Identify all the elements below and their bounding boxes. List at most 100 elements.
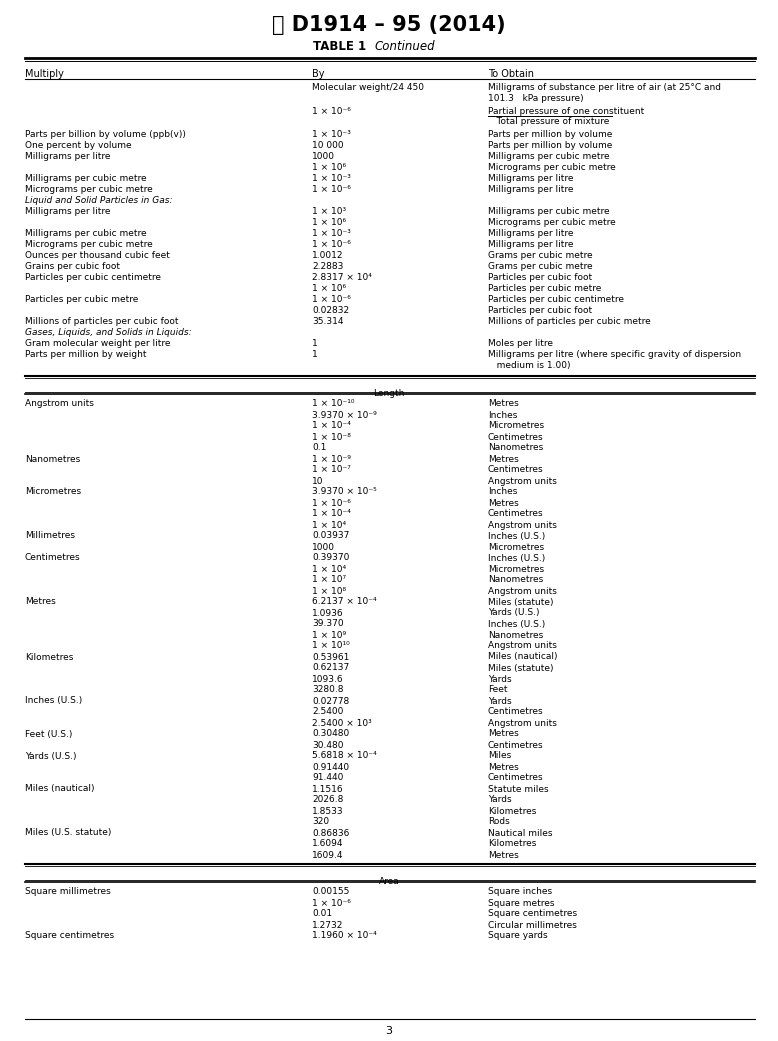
Text: Millimetres: Millimetres xyxy=(25,532,75,540)
Text: 1 × 10⁷: 1 × 10⁷ xyxy=(312,576,346,584)
Text: 1 × 10⁻⁴: 1 × 10⁻⁴ xyxy=(312,509,351,518)
Text: Metres: Metres xyxy=(488,400,519,408)
Text: Ⓜ D1914 – 95 (2014): Ⓜ D1914 – 95 (2014) xyxy=(272,15,506,35)
Text: Nanometres: Nanometres xyxy=(488,443,543,453)
Text: 10 000: 10 000 xyxy=(312,141,344,150)
Text: Circular millimetres: Circular millimetres xyxy=(488,920,576,930)
Text: 1 × 10⁻⁶: 1 × 10⁻⁶ xyxy=(312,240,351,249)
Text: medium is 1.00): medium is 1.00) xyxy=(488,361,570,370)
Text: 2.2883: 2.2883 xyxy=(312,262,343,271)
Text: Angstrom units: Angstrom units xyxy=(25,400,94,408)
Text: 2.5400 × 10³: 2.5400 × 10³ xyxy=(312,718,372,728)
Text: 10: 10 xyxy=(312,477,324,485)
Text: 0.00155: 0.00155 xyxy=(312,888,349,896)
Text: Metres: Metres xyxy=(488,762,519,771)
Text: Centimetres: Centimetres xyxy=(488,432,544,441)
Text: 1609.4: 1609.4 xyxy=(312,850,344,860)
Text: Milligrams per litre: Milligrams per litre xyxy=(488,240,573,249)
Text: Metres: Metres xyxy=(25,598,56,607)
Text: 1 × 10⁻⁷: 1 × 10⁻⁷ xyxy=(312,465,351,475)
Text: TABLE 1: TABLE 1 xyxy=(314,40,366,52)
Text: Miles (nautical): Miles (nautical) xyxy=(25,785,94,793)
Text: Continued: Continued xyxy=(375,40,436,52)
Text: 3.9370 × 10⁻⁵: 3.9370 × 10⁻⁵ xyxy=(312,487,377,497)
Text: 0.30480: 0.30480 xyxy=(312,730,349,738)
Text: Nanometres: Nanometres xyxy=(488,576,543,584)
Text: 1 × 10⁻⁴: 1 × 10⁻⁴ xyxy=(312,422,351,431)
Text: Particles per cubic centimetre: Particles per cubic centimetre xyxy=(25,273,161,282)
Text: Feet: Feet xyxy=(488,686,507,694)
Text: 2.5400: 2.5400 xyxy=(312,708,343,716)
Text: Milligrams per litre: Milligrams per litre xyxy=(25,207,110,215)
Text: Yards (U.S.): Yards (U.S.) xyxy=(25,752,76,761)
Text: Rods: Rods xyxy=(488,817,510,827)
Text: Statute miles: Statute miles xyxy=(488,785,548,793)
Text: 0.01: 0.01 xyxy=(312,910,332,918)
Text: 0.53961: 0.53961 xyxy=(312,653,349,661)
Text: 39.370: 39.370 xyxy=(312,619,344,629)
Text: Miles (nautical): Miles (nautical) xyxy=(488,653,558,661)
Text: Nanometres: Nanometres xyxy=(25,455,80,463)
Text: Parts per million by volume: Parts per million by volume xyxy=(488,130,612,139)
Text: Square millimetres: Square millimetres xyxy=(25,888,110,896)
Text: Parts per billion by volume (ppb(v)): Parts per billion by volume (ppb(v)) xyxy=(25,130,186,139)
Text: 0.91440: 0.91440 xyxy=(312,762,349,771)
Text: By: By xyxy=(312,69,324,79)
Text: Particles per cubic foot: Particles per cubic foot xyxy=(488,306,592,315)
Text: 1.6094: 1.6094 xyxy=(312,839,344,848)
Text: 1000: 1000 xyxy=(312,542,335,552)
Text: 0.86836: 0.86836 xyxy=(312,829,349,838)
Text: Centimetres: Centimetres xyxy=(488,773,544,783)
Text: Centimetres: Centimetres xyxy=(488,509,544,518)
Text: Metres: Metres xyxy=(488,455,519,463)
Text: Nanometres: Nanometres xyxy=(488,631,543,639)
Text: 0.02832: 0.02832 xyxy=(312,306,349,315)
Text: 1 × 10⁻⁶: 1 × 10⁻⁶ xyxy=(312,106,351,116)
Text: Centimetres: Centimetres xyxy=(488,465,544,475)
Text: Micrograms per cubic metre: Micrograms per cubic metre xyxy=(488,163,615,172)
Text: Gases, Liquids, and Solids in Liquids:: Gases, Liquids, and Solids in Liquids: xyxy=(25,328,191,337)
Text: 0.02778: 0.02778 xyxy=(312,696,349,706)
Text: Angstrom units: Angstrom units xyxy=(488,520,557,530)
Text: 1.0012: 1.0012 xyxy=(312,251,344,260)
Text: Miles (statute): Miles (statute) xyxy=(488,598,553,607)
Text: Parts per million by volume: Parts per million by volume xyxy=(488,141,612,150)
Text: Yards: Yards xyxy=(488,795,512,805)
Text: Particles per cubic metre: Particles per cubic metre xyxy=(488,284,601,293)
Text: Micrograms per cubic metre: Micrograms per cubic metre xyxy=(488,218,615,227)
Text: Micrograms per cubic metre: Micrograms per cubic metre xyxy=(25,240,152,249)
Text: Angstrom units: Angstrom units xyxy=(488,641,557,651)
Text: Square yards: Square yards xyxy=(488,932,548,940)
Text: Multiply: Multiply xyxy=(25,69,64,79)
Text: 1 × 10⁶: 1 × 10⁶ xyxy=(312,163,346,172)
Text: Inches: Inches xyxy=(488,487,517,497)
Text: 1 × 10⁻³: 1 × 10⁻³ xyxy=(312,130,351,139)
Text: Yards: Yards xyxy=(488,696,512,706)
Text: 1 × 10⁻⁶: 1 × 10⁻⁶ xyxy=(312,295,351,304)
Text: 1093.6: 1093.6 xyxy=(312,675,344,684)
Text: 1 × 10⁻⁸: 1 × 10⁻⁸ xyxy=(312,432,351,441)
Text: Yards (U.S.): Yards (U.S.) xyxy=(488,609,539,617)
Text: Millions of particles per cubic metre: Millions of particles per cubic metre xyxy=(488,318,650,326)
Text: 1 × 10⁻³: 1 × 10⁻³ xyxy=(312,229,351,238)
Text: Inches (U.S.): Inches (U.S.) xyxy=(488,554,545,562)
Text: Milligrams per litre: Milligrams per litre xyxy=(488,229,573,238)
Text: 1 × 10⁴: 1 × 10⁴ xyxy=(312,564,346,574)
Text: Angstrom units: Angstrom units xyxy=(488,586,557,595)
Text: Milligrams per cubic metre: Milligrams per cubic metre xyxy=(488,207,610,215)
Text: Square centimetres: Square centimetres xyxy=(25,932,114,940)
Text: 0.03937: 0.03937 xyxy=(312,532,349,540)
Text: Micrometres: Micrometres xyxy=(488,422,544,431)
Text: Gram molecular weight per litre: Gram molecular weight per litre xyxy=(25,339,170,348)
Text: 1 × 10⁶: 1 × 10⁶ xyxy=(312,218,346,227)
Text: 6.2137 × 10⁻⁴: 6.2137 × 10⁻⁴ xyxy=(312,598,377,607)
Text: 1.0936: 1.0936 xyxy=(312,609,344,617)
Text: Milligrams per litre: Milligrams per litre xyxy=(25,152,110,161)
Text: Centimetres: Centimetres xyxy=(488,708,544,716)
Text: Grams per cubic metre: Grams per cubic metre xyxy=(488,262,593,271)
Text: Kilometres: Kilometres xyxy=(488,807,536,815)
Text: Metres: Metres xyxy=(488,730,519,738)
Text: Feet (U.S.): Feet (U.S.) xyxy=(25,730,72,738)
Text: 0.39370: 0.39370 xyxy=(312,554,349,562)
Text: Inches (U.S.): Inches (U.S.) xyxy=(488,532,545,540)
